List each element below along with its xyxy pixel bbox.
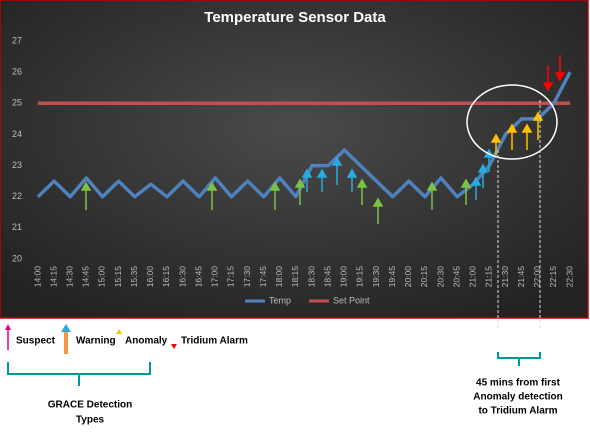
type-label: Anomaly xyxy=(125,336,168,347)
legend-label: Temp xyxy=(269,295,291,305)
x-tick-label: 20:45 xyxy=(451,266,461,288)
y-tick-label: 22 xyxy=(12,191,22,201)
x-tick-label: 17:30 xyxy=(242,266,252,288)
type-label: Warning xyxy=(76,336,116,347)
chart-title: Temperature Sensor Data xyxy=(204,9,386,26)
series-line xyxy=(36,71,572,199)
x-tick-label: 14:15 xyxy=(48,266,58,288)
x-tick-label: 21:30 xyxy=(500,266,510,288)
x-tick-label: 16:30 xyxy=(177,266,187,288)
y-tick-label: 23 xyxy=(12,160,22,170)
type-label: Tridium Alarm xyxy=(181,336,248,347)
x-tick-label: 22:15 xyxy=(548,266,558,288)
x-tick-label: 22:00 xyxy=(532,266,542,288)
x-tick-label: 16:45 xyxy=(193,266,203,288)
x-tick-label: 14:45 xyxy=(81,266,91,288)
x-tick-label: 20:30 xyxy=(435,266,445,288)
x-tick-label: 19:15 xyxy=(355,266,365,288)
x-tick-label: 15:15 xyxy=(113,266,123,288)
x-tick-label: 14:30 xyxy=(64,266,74,288)
y-tick-label: 21 xyxy=(12,222,22,232)
detection-arrows xyxy=(80,55,566,224)
x-tick-label: 16:00 xyxy=(145,266,155,288)
x-tick-label: 16:15 xyxy=(161,266,171,288)
chart-area xyxy=(0,0,589,319)
y-tick-label: 26 xyxy=(12,67,22,77)
x-tick-label: 21:15 xyxy=(484,266,494,288)
plot: 20 21 22 23 24 25 26 27 14:00 14:15 14:30 14:45 15:0… xyxy=(12,35,574,305)
x-tick-label: 18:30 xyxy=(306,266,316,288)
x-tick-label: 18:00 xyxy=(274,266,284,288)
x-tick-label: 18:15 xyxy=(290,266,300,288)
x-tick-label: 19:00 xyxy=(339,266,349,288)
y-tick-label: 20 xyxy=(12,253,22,263)
x-tick-label: 21:45 xyxy=(516,266,526,288)
legend-label: Set Point xyxy=(333,295,370,305)
x-tick-label: 21:00 xyxy=(468,266,478,288)
type-label: Suspect xyxy=(16,336,56,347)
x-tick-label: 15:00 xyxy=(97,266,107,288)
x-tick-label: 14:00 xyxy=(32,266,42,288)
type-key: Suspect Warning Anomaly Tridium Alarm GR… xyxy=(5,324,563,426)
timing-note: 45 mins from first xyxy=(476,378,561,389)
x-tick-label: 18:45 xyxy=(322,266,332,288)
timing-note: to Tridium Alarm xyxy=(478,406,557,417)
x-tick-label: 17:45 xyxy=(258,266,268,288)
x-tick-label: 17:15 xyxy=(226,266,236,288)
detection-label: GRACE Detection xyxy=(48,400,132,411)
x-tick-label: 20:15 xyxy=(419,266,429,288)
x-tick-label: 20:00 xyxy=(403,266,413,288)
x-tick-label: 15:35 xyxy=(129,266,139,288)
x-tick-label: 17:00 xyxy=(210,266,220,288)
detection-label: Types xyxy=(76,415,105,426)
x-tick-label: 19:45 xyxy=(387,266,397,288)
x-tick-label: 22:30 xyxy=(564,266,574,288)
y-tick-label: 27 xyxy=(12,35,22,45)
y-tick-label: 25 xyxy=(12,98,22,108)
y-tick-label: 24 xyxy=(12,129,22,139)
timing-note: Anomaly detection xyxy=(473,392,562,403)
x-tick-label: 19:30 xyxy=(371,266,381,288)
highlight-circle xyxy=(466,84,558,160)
